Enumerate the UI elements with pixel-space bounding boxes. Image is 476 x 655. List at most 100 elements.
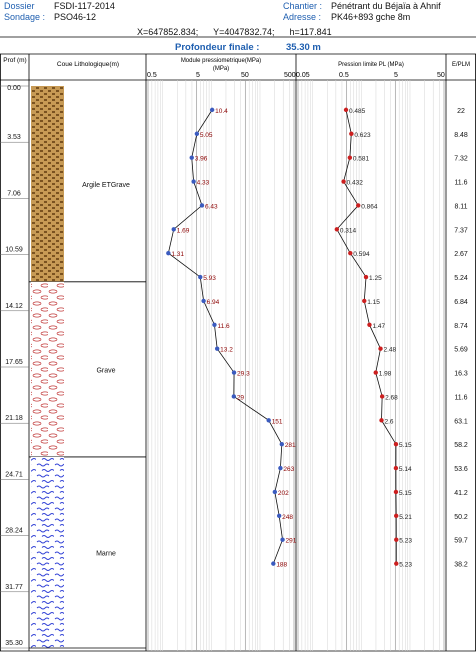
pressure-point [379,394,385,399]
modulus-value-label: 5.05 [200,132,213,139]
ratio-value: 8.48 [454,132,468,139]
modulus-value-label: 151 [272,418,283,425]
pressure-point [393,442,399,447]
pressure-value-label: 2.6 [385,418,394,425]
depth-tick-label: 31.77 [5,584,23,591]
pressure-col-header: Pression limite PL (MPa) [338,62,404,68]
depth-tick-label: 21.18 [5,415,23,422]
ratio-value: 8.74 [454,323,468,330]
modulus-value-label: 29.3 [237,371,250,378]
layer-name: Grave [96,367,115,374]
modulus-point [201,298,206,304]
modulus-value-label: 3.96 [195,156,208,163]
depth-tick-label: 35.30 [5,640,23,647]
modulus-tick-2: 50 [241,72,249,79]
ratio-value: 5.24 [454,275,468,282]
ratio-value: 58.2 [454,442,468,449]
pressure-point [373,370,378,375]
pressure-tick-2: 5 [394,72,398,79]
pressure-tick-3: 50 [437,72,445,79]
pressure-point [343,107,349,113]
lithology-column: Argile ETGrave Grave Marne [29,86,146,649]
ratio-value: 50.2 [454,514,468,521]
pressure-point [393,489,399,495]
modulus-point [278,465,283,471]
modulus-value-label: 248 [282,514,293,521]
depth-tick-label: 24.71 [5,471,23,478]
pressure-value-label: 5.15 [399,442,412,449]
modulus-point [198,274,203,280]
test-series: 10.4 5.05 3.96 4.33 6.43 1.69 1.31 5.93 6.94 11.6… [166,107,468,569]
pressure-value-label: 0.623 [354,132,371,139]
pressure-value-label: 1.15 [367,299,380,306]
pressure-point [347,155,353,160]
layer-name: Marne [96,550,116,557]
modulus-tick-3: 500 [284,72,296,79]
pressure-value-label: 2.48 [384,347,397,354]
pressure-point [394,513,399,519]
pressure-value-label: 1.25 [369,275,382,282]
modulus-point [231,370,237,375]
ratio-value: 7.32 [454,156,468,163]
modulus-value-label: 5.93 [203,275,216,282]
pressure-value-label: 0.581 [353,156,370,163]
pressure-point [356,203,361,208]
modulus-point [212,322,217,328]
modulus-point [276,513,282,519]
depth-tick-label: 28.24 [5,528,23,535]
ratio-value: 11.6 [454,394,467,401]
modulus-point [214,346,220,351]
pressure-value-label: 0.864 [361,203,378,210]
pressure-point [367,322,372,328]
pressure-point [362,298,367,304]
pressure-point [393,465,399,471]
pressure-point [341,179,346,184]
modulus-value-label: 6.94 [207,299,220,306]
modulus-point [280,537,285,542]
pressure-point [378,346,383,351]
modulus-point [209,107,215,113]
pressure-point [363,274,369,280]
modulus-point [272,489,278,495]
coordinates: X=647852.834; Y=4047832.74; h=117.841 [137,27,332,37]
modulus-value-label: 1.69 [177,227,190,234]
ratio-value: 41.2 [454,490,468,497]
modulus-tick-1: 5 [196,72,200,79]
pressure-value-label: 5.21 [399,514,412,521]
modulus-point [189,155,194,160]
sondage-value: PSO46-12 [54,12,97,22]
dossier-value: FSDI-117-2014 [54,1,115,11]
modulus-point [199,203,205,208]
pressure-point [394,561,399,566]
modulus-line [167,109,283,564]
modulus-value-label: 1.31 [171,251,184,258]
ratio-value: 16.3 [454,371,468,378]
pressure-point [379,418,384,423]
pressure-value-label: 5.23 [399,562,412,569]
layer-pattern [31,456,64,648]
adresse-value: PK46+893 gche 8m [331,12,411,22]
modulus-unit: (MPa) [213,66,229,72]
pressure-value-label: 5.14 [399,466,412,473]
layer-name: Argile ETGrave [82,182,130,189]
modulus-point [194,131,200,136]
modulus-point [166,250,171,256]
pressure-value-label: 0.314 [340,227,357,234]
pressure-point [348,250,353,256]
modulus-tick-0: 0.5 [147,72,157,79]
chantier-label: Chantier : [283,1,323,11]
pressure-tick-1: 0.5 [339,72,349,79]
adresse-label: Adresse : [283,12,322,22]
modulus-point [271,561,276,566]
pressure-value-label: 5.23 [399,538,412,545]
pressure-line [336,109,397,564]
ratio-value: 2.67 [454,251,468,258]
modulus-value-label: 202 [278,490,289,497]
ratio-value: 6.84 [454,299,468,306]
pressure-value-label: 1.98 [379,371,392,378]
modulus-value-label: 6.43 [205,203,218,210]
modulus-value-label: 291 [286,538,297,545]
pressure-point [349,131,354,136]
pressure-tick-0: 0.05 [296,72,310,79]
pressure-point [334,227,340,232]
